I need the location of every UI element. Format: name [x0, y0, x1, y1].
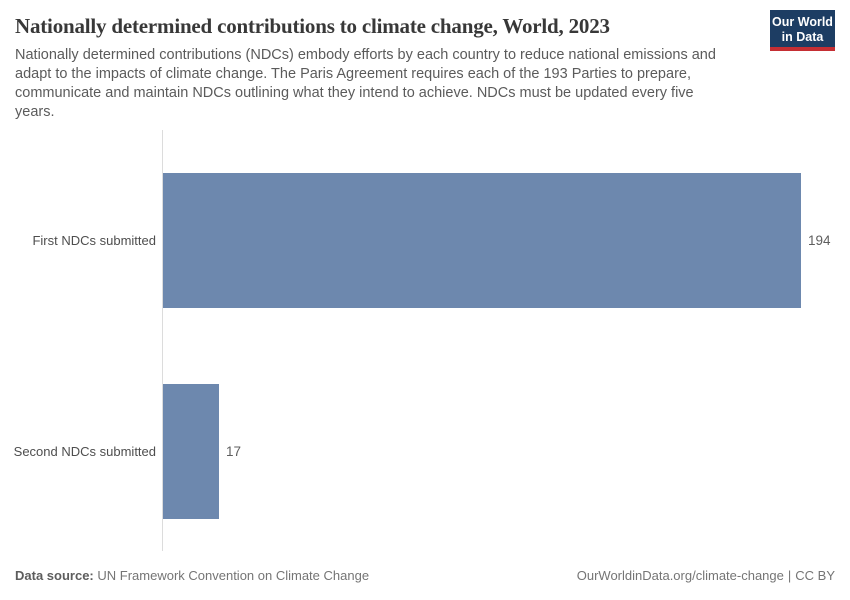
data-source-value: UN Framework Convention on Climate Chang… [97, 568, 370, 583]
data-source: Data source: UN Framework Convention on … [15, 568, 369, 583]
bar-chart-plot: First NDCs submitted 194 Second NDCs submi… [0, 130, 850, 551]
category-label: First NDCs submitted [32, 232, 156, 248]
y-axis-line [162, 130, 163, 551]
category-label: Second NDCs submitted [13, 443, 156, 459]
subtitle-line: years. [15, 104, 55, 121]
footer-separator: | [787, 568, 792, 583]
data-source-label: Data source: [15, 568, 94, 583]
owid-logo-text-line1: Our World [772, 15, 833, 29]
value-label: 17 [226, 443, 242, 459]
chart-footer: Data source: UN Framework Convention on … [15, 568, 835, 583]
subtitle-line: adapt to the impacts of climate change. … [15, 66, 691, 83]
subtitle-line: communicate and maintain NDCs outlining … [15, 85, 694, 102]
chart-title: Nationally determined contributions to c… [15, 14, 610, 38]
owid-logo-text-line2: in Data [781, 30, 824, 44]
license-label: CC BY [795, 568, 835, 583]
owid-url-link[interactable]: OurWorldinData.org/climate-change [576, 568, 784, 583]
chart-subtitle: Nationally determined contributions (NDC… [15, 46, 755, 122]
subtitle-line: Nationally determined contributions (NDC… [15, 47, 716, 64]
chart-header: Nationally determined contributions to c… [15, 14, 755, 122]
bar-1[interactable] [163, 173, 801, 308]
value-label: 194 [808, 232, 831, 248]
footer-attribution: OurWorldinData.org/climate-change | CC BY [577, 568, 835, 583]
bar-2[interactable] [163, 384, 219, 519]
owid-logo[interactable]: Our World in Data [770, 10, 835, 51]
